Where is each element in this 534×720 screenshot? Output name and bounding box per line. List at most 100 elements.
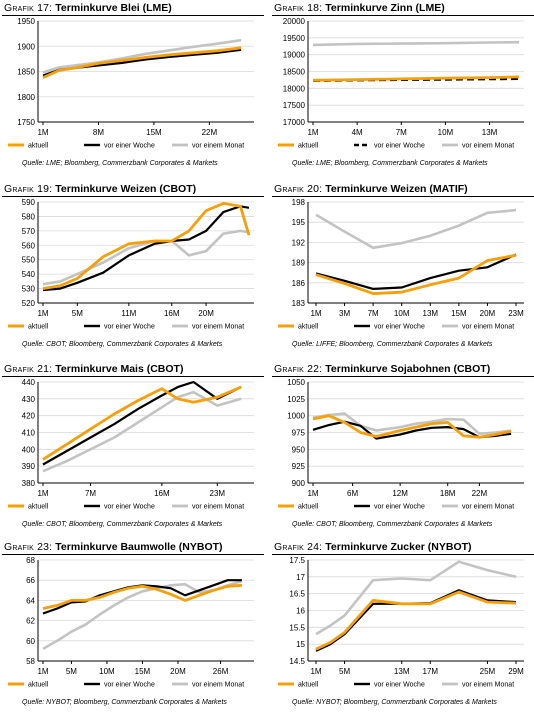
x-tick-label: 15M xyxy=(146,128,162,137)
chart-prefix: Grafik 21: xyxy=(4,363,53,375)
x-tick-label: 20M xyxy=(480,309,496,318)
series-line-aktuell xyxy=(42,583,242,610)
series-line-monat xyxy=(42,390,242,473)
legend-label-monat: vor einem Monat xyxy=(192,504,244,511)
chart-title-text: Terminkurve Mais (CBOT) xyxy=(55,363,184,375)
x-tick-label: 23M xyxy=(210,489,226,498)
x-tick-label: 10M xyxy=(99,667,115,676)
series-line-aktuell xyxy=(42,46,242,79)
y-tick-label: 925 xyxy=(292,462,306,471)
x-tick-label: 20M xyxy=(198,309,214,318)
chart-title: Grafik 24: Terminkurve Zucker (NYBOT) xyxy=(274,541,472,553)
series-line-aktuell xyxy=(42,385,242,461)
x-tick-label: 16M xyxy=(164,309,180,318)
legend-label-woche: vor einer Woche xyxy=(374,504,425,511)
y-tick-label: 64 xyxy=(26,596,35,605)
y-tick-label: 1850 xyxy=(17,68,35,77)
chart-panel-17: Grafik 17: Terminkurve Blei (LME) 1750 180… xyxy=(2,2,264,180)
x-tick-label: 5M xyxy=(339,667,350,676)
chart-source: Quelle: CBOT; Bloomberg, Commerzbank Cor… xyxy=(22,521,223,528)
chart-source: Quelle: LIFFE; Bloomberg, Commerzbank Co… xyxy=(292,341,493,348)
y-tick-label: 68 xyxy=(26,556,35,565)
chart-prefix: Grafik 17: xyxy=(4,2,53,14)
y-tick-label: 60 xyxy=(26,637,35,646)
chart-panel-22: Grafik 22: Terminkurve Sojabohnen (CBOT) … xyxy=(272,363,534,541)
legend-label-monat: vor einem Monat xyxy=(462,143,514,150)
x-tick-label: 13M xyxy=(482,128,498,137)
line-chart: 14.5 15 15.5 16 16.5 17 17.5 1M 5M 13M 17M 25M 29M ak… xyxy=(278,556,524,689)
x-tick-label: 22M xyxy=(202,128,218,137)
x-tick-label: 15M xyxy=(135,667,151,676)
y-tick-label: 15.5 xyxy=(289,623,305,632)
y-tick-label: 570 xyxy=(22,227,36,236)
chart-title-text: Terminkurve Baumwolle (NYBOT) xyxy=(55,541,223,553)
y-tick-label: 520 xyxy=(22,299,36,308)
y-tick-label: 400 xyxy=(22,445,36,454)
x-tick-label: 1M xyxy=(310,667,321,676)
title-rule xyxy=(2,376,264,377)
title-rule xyxy=(2,554,264,555)
y-tick-label: 1025 xyxy=(287,395,305,404)
x-tick-label: 10M xyxy=(438,128,454,137)
chart-title-text: Terminkurve Zucker (NYBOT) xyxy=(325,541,472,553)
x-tick-label: 20M xyxy=(170,667,186,676)
series-line-woche xyxy=(315,589,517,652)
series-line-aktuell xyxy=(315,590,517,651)
line-chart: 380 390 400 410 420 430 440 1M 7M 16M 23M aktuell vo… xyxy=(8,378,254,511)
x-tick-label: 29M xyxy=(508,667,524,676)
chart-source: Quelle: NYBOT; Bloomberg, Commerzbank Co… xyxy=(22,699,227,706)
y-tick-label: 19000 xyxy=(283,51,306,60)
title-rule xyxy=(272,376,534,377)
line-chart: 1750 1800 1850 1900 1950 1M 8M 15M 22M aktuell vor… xyxy=(8,17,254,150)
x-tick-label: 1M xyxy=(37,667,48,676)
x-tick-label: 23M xyxy=(508,309,524,318)
chart-title: Grafik 19: Terminkurve Weizen (CBOT) xyxy=(4,183,196,195)
line-chart: 520 530 540 550 560 570 580 590 1M 5M 11M 16M 20M akt… xyxy=(8,198,254,331)
title-rule xyxy=(272,196,534,197)
y-tick-label: 540 xyxy=(22,270,36,279)
y-tick-label: 590 xyxy=(22,198,36,207)
y-tick-label: 440 xyxy=(22,378,36,387)
chart-panel-23: Grafik 23: Terminkurve Baumwolle (NYBOT) … xyxy=(2,541,264,719)
x-tick-label: 16M xyxy=(154,489,170,498)
series-line-aktuell xyxy=(312,75,520,82)
y-tick-label: 560 xyxy=(22,241,36,250)
x-tick-label: 11M xyxy=(121,309,136,318)
x-tick-label: 26M xyxy=(213,667,229,676)
y-tick-label: 15 xyxy=(296,640,305,649)
y-tick-label: 1800 xyxy=(17,93,35,102)
legend-label-woche: vor einer Woche xyxy=(374,143,425,150)
y-tick-label: 900 xyxy=(292,479,306,488)
y-tick-label: 198 xyxy=(292,198,306,207)
y-tick-label: 1950 xyxy=(17,17,35,26)
line-chart: 17000 17500 18000 18500 19000 19500 20000 1M 4M 7… xyxy=(278,17,524,150)
y-tick-label: 430 xyxy=(22,395,36,404)
chart-title: Grafik 23: Terminkurve Baumwolle (NYBOT) xyxy=(4,541,223,553)
legend-label-aktuell: aktuell xyxy=(298,324,319,331)
y-tick-label: 189 xyxy=(292,259,306,268)
x-tick-label: 1M xyxy=(37,489,48,498)
y-tick-label: 975 xyxy=(292,429,306,438)
y-tick-label: 14.5 xyxy=(289,657,305,666)
legend-label-woche: vor einer Woche xyxy=(374,324,425,331)
series-line-monat xyxy=(42,229,250,286)
line-chart: 900 925 950 975 1000 1025 1050 1M 6M 12M 18M 22M akt… xyxy=(278,378,524,511)
legend-label-monat: vor einem Monat xyxy=(462,324,514,331)
series-line-monat xyxy=(315,208,517,250)
x-tick-label: 17M xyxy=(423,667,439,676)
y-tick-label: 195 xyxy=(292,218,306,227)
x-tick-label: 18M xyxy=(440,489,456,498)
x-tick-label: 1M xyxy=(37,309,48,318)
y-tick-label: 550 xyxy=(22,256,36,265)
title-rule xyxy=(272,554,534,555)
chart-title: Grafik 22: Terminkurve Sojabohnen (CBOT) xyxy=(274,363,490,375)
x-tick-label: 15M xyxy=(451,309,467,318)
title-rule xyxy=(2,15,264,16)
chart-title: Grafik 20: Terminkurve Weizen (MATIF) xyxy=(274,183,468,195)
y-tick-label: 17500 xyxy=(283,101,306,110)
y-tick-label: 18000 xyxy=(283,84,306,93)
series-line-monat xyxy=(312,412,512,436)
y-tick-label: 16 xyxy=(296,607,305,616)
chart-title-text: Terminkurve Zinn (LME) xyxy=(325,2,445,14)
chart-title-text: Terminkurve Sojabohnen (CBOT) xyxy=(325,363,491,375)
